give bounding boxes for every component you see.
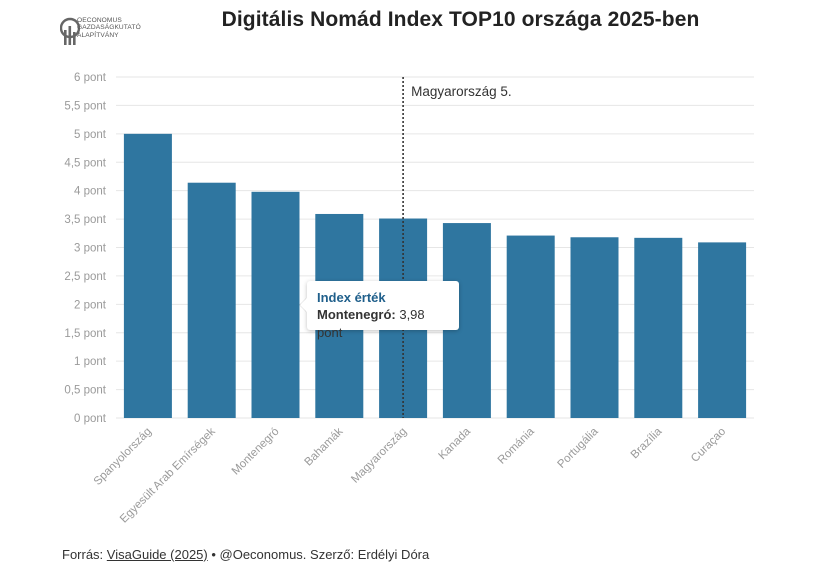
chart-title: Digitális Nomád Index TOP10 országa 2025…	[221, 8, 700, 31]
tooltip-country: Montenegró:	[317, 307, 396, 322]
tooltip-title: Index érték	[317, 290, 386, 305]
y-tick-label: 6 pont	[74, 72, 107, 84]
x-tick-label: Spanyolország	[92, 426, 154, 488]
x-tick-label: Magyarország	[349, 426, 409, 486]
y-tick-label: 2 pont	[74, 299, 107, 311]
x-tick-label: Bahamák	[303, 425, 346, 468]
y-tick-label: 5 pont	[74, 129, 107, 141]
source-link[interactable]: VisaGuide (2025)	[106, 547, 208, 562]
x-tick-label: Montenegró	[230, 426, 282, 478]
y-tick-label: 0,5 pont	[64, 385, 106, 397]
bar[interactable]	[570, 237, 619, 418]
y-tick-label: 4,5 pont	[64, 157, 106, 169]
bar[interactable]	[506, 235, 555, 418]
y-tick-label: 1 pont	[74, 356, 107, 368]
y-tick-label: 0 pont	[74, 413, 107, 425]
logo-line-3: ALAPÍTVÁNY	[77, 31, 119, 39]
bar[interactable]	[123, 133, 172, 419]
oeconomus-logo: OECONOMUS GAZDASÁGKUTATÓ ALAPÍTVÁNY	[60, 14, 180, 58]
bar[interactable]	[698, 242, 747, 418]
y-tick-label: 3 pont	[74, 243, 107, 255]
y-tick-label: 1,5 pont	[64, 328, 106, 340]
tooltip: Index érték Montenegró: 3,98 pont	[307, 281, 459, 340]
logo-line-1: OECONOMUS	[77, 17, 122, 24]
y-tick-label: 5,5 pont	[64, 100, 106, 112]
tooltip-body: Montenegró: 3,98 pont	[317, 306, 449, 342]
bar[interactable]	[634, 237, 683, 418]
bar-chart: 0 pont 0,5 pont 1 pont 1,5 pont 2 pont 2,5 po…	[64, 72, 754, 525]
y-tick-label: 2,5 pont	[64, 271, 106, 283]
source-prefix: Forrás:	[62, 547, 107, 562]
x-tick-label: Kanada	[436, 425, 473, 462]
x-tick-label: Curaçao	[689, 426, 728, 465]
y-tick-label: 4 pont	[74, 186, 107, 198]
source-suffix: • @Oeconomus. Szerző: Erdélyi Dóra	[207, 547, 430, 562]
x-tick-label: Brazília	[629, 425, 665, 461]
x-tick-label: Románia	[496, 425, 537, 466]
highlight-annotation: Magyarország 5.	[411, 84, 512, 99]
tooltip-value: 3,98 pont	[317, 307, 425, 340]
x-tick-label: Portugália	[556, 425, 602, 471]
source-line: Forrás: VisaGuide (2025) • @Oeconomus. S…	[62, 547, 429, 562]
logo-text: OECONOMUS GAZDASÁGKUTATÓ ALAPÍTVÁNY	[77, 17, 141, 39]
logo-line-2: GAZDASÁGKUTATÓ	[77, 24, 141, 32]
y-tick-label: 3,5 pont	[64, 214, 106, 226]
bar[interactable]	[251, 191, 300, 418]
bar[interactable]	[187, 182, 236, 418]
y-axis-ticks: 0 pont 0,5 pont 1 pont 1,5 pont 2 pont 2,5 po…	[64, 72, 106, 425]
logo-icon	[60, 17, 80, 45]
